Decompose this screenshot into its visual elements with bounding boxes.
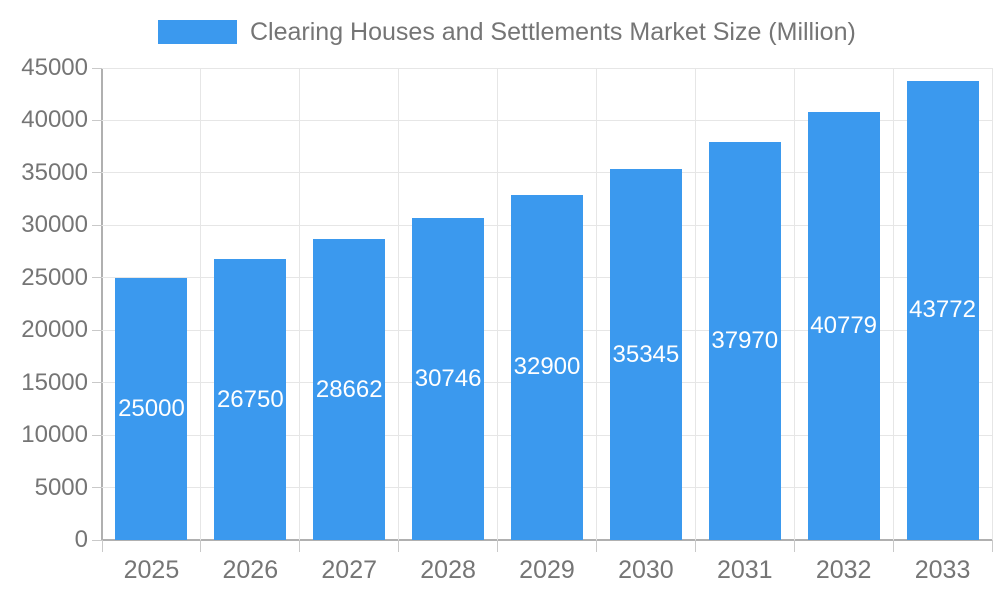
x-axis-label: 2029	[519, 556, 575, 584]
y-axis-tick	[92, 277, 102, 279]
v-gridline	[892, 68, 894, 540]
x-axis-label: 2028	[420, 556, 476, 584]
x-axis-tick	[694, 540, 696, 552]
h-gridline	[102, 119, 992, 121]
bar-value-label: 40779	[810, 312, 878, 340]
y-axis-tick	[92, 224, 102, 226]
y-axis-label: 10000	[21, 421, 88, 449]
v-gridline	[200, 68, 202, 540]
bar-value-label: 32900	[513, 353, 581, 381]
x-axis-label: 2025	[123, 556, 180, 584]
legend-swatch-icon	[158, 20, 237, 44]
y-axis-tick	[92, 382, 102, 384]
bar-value-label: 30746	[414, 364, 482, 392]
y-axis-tick	[92, 434, 102, 436]
bar: 40779	[807, 112, 880, 540]
h-gridline	[102, 67, 992, 69]
x-axis-tick	[991, 540, 993, 552]
y-axis-tick	[92, 487, 102, 489]
x-axis-label: 2033	[914, 556, 971, 584]
bar: 35345	[609, 169, 682, 540]
y-axis-label: 45000	[21, 54, 88, 81]
y-axis-label: 20000	[21, 316, 88, 344]
y-axis-tick	[92, 329, 102, 331]
bar-value-label: 25000	[118, 394, 185, 422]
x-axis-tick	[892, 540, 894, 552]
bar: 43772	[906, 80, 979, 540]
x-axis-line	[102, 539, 992, 541]
v-gridline	[595, 68, 597, 540]
plot-area: 0 5000 10000 15000 20000 25000 30000 35000 40000…	[21, 56, 993, 583]
x-axis-tick	[793, 540, 795, 552]
y-axis-label: 40000	[21, 106, 88, 134]
y-axis-tick	[92, 119, 102, 121]
x-axis-label: 2030	[618, 556, 674, 584]
bar: 25000	[115, 277, 188, 540]
x-axis-tick	[398, 540, 400, 552]
bar: 26750	[214, 259, 287, 540]
bar: 37970	[708, 141, 781, 540]
x-axis-tick	[200, 540, 202, 552]
v-gridline	[694, 68, 696, 540]
v-gridline	[497, 68, 499, 540]
x-axis-tick	[299, 540, 301, 552]
legend-label: Clearing Houses and Settlements Market S…	[250, 17, 856, 46]
y-axis-label: 5000	[34, 473, 88, 501]
v-gridline	[398, 68, 400, 540]
h-gridline	[102, 172, 992, 174]
x-axis-label: 2027	[321, 556, 378, 584]
y-axis-label: 15000	[21, 368, 88, 396]
y-axis-tick	[92, 539, 102, 541]
bar-value-label: 35345	[612, 340, 680, 368]
y-axis-label: 0	[74, 526, 88, 553]
legend: Clearing Houses and Settlements Market S…	[158, 17, 856, 46]
bar-value-label: 28662	[315, 375, 383, 403]
y-axis-line	[101, 68, 103, 540]
y-axis-label: 35000	[21, 158, 88, 186]
y-axis-label: 25000	[21, 263, 88, 291]
y-axis-tick	[92, 67, 102, 69]
x-axis-tick	[101, 540, 103, 552]
y-axis-tick	[92, 172, 102, 174]
x-axis-label: 2026	[222, 556, 279, 584]
bar: 32900	[511, 194, 583, 540]
bar-value-label: 37970	[711, 326, 779, 354]
bar-value-label: 26750	[216, 385, 284, 413]
v-gridline	[299, 68, 301, 540]
bar: 28662	[313, 239, 386, 540]
v-gridline	[991, 68, 993, 540]
x-axis-label: 2031	[716, 556, 773, 584]
x-axis-tick	[595, 540, 597, 552]
y-axis-label: 30000	[21, 211, 88, 239]
x-axis-label: 2032	[815, 556, 872, 584]
x-axis-tick	[497, 540, 499, 552]
v-gridline	[793, 68, 795, 540]
bar: 30746	[412, 217, 485, 540]
bar-value-label: 43772	[909, 296, 976, 324]
